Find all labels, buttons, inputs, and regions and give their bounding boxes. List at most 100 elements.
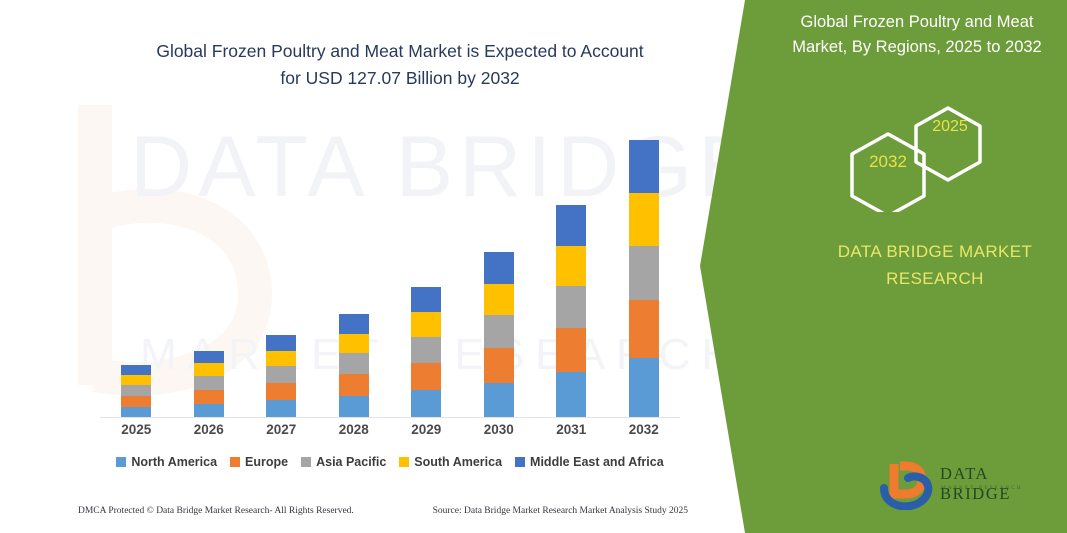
legend-label: Middle East and Africa <box>530 455 664 469</box>
bar-segment[interactable] <box>121 406 152 418</box>
chart-title-line-1: Global Frozen Poultry and Meat Market is… <box>156 41 644 61</box>
footer: DMCA Protected © Data Bridge Market Rese… <box>78 506 688 516</box>
hexagon-right-shape <box>914 106 982 182</box>
logo-tagline: MARKET RESEARCH <box>941 485 1023 491</box>
legend-item[interactable]: North America <box>116 455 217 469</box>
bar-segment[interactable] <box>338 333 369 354</box>
chart-plot-area <box>100 120 680 418</box>
x-axis-tick-2029: 2029 <box>411 422 442 437</box>
bar-segment[interactable] <box>193 403 224 418</box>
bar-column <box>100 120 172 418</box>
bar-segment[interactable] <box>411 389 442 418</box>
bar-column <box>173 120 245 418</box>
x-axis-tick-2026: 2026 <box>193 422 224 437</box>
bar-stack[interactable] <box>121 364 152 418</box>
x-axis-tick-2031: 2031 <box>556 422 587 437</box>
logo-wordmark: DATA BRIDGE <box>940 464 1012 503</box>
bar-column <box>463 120 535 418</box>
bar-segment[interactable] <box>121 364 152 376</box>
right-panel-title: Global Frozen Poultry and Meat Market, B… <box>772 10 1062 60</box>
chart-title: Global Frozen Poultry and Meat Market is… <box>90 38 710 92</box>
bar-segment[interactable] <box>266 334 297 351</box>
legend-item[interactable]: Middle East and Africa <box>515 455 664 469</box>
x-axis-tick-2027: 2027 <box>266 422 297 437</box>
x-axis-tick-2025: 2025 <box>121 422 152 437</box>
bar-stack[interactable] <box>193 350 224 418</box>
legend-swatch-icon <box>301 457 312 467</box>
bar-segment[interactable] <box>556 204 587 246</box>
bar-segment[interactable] <box>628 245 659 301</box>
hexagon-left-shape <box>850 132 926 218</box>
bar-segment[interactable] <box>266 382 297 401</box>
brand-line-1: DATA BRIDGE MARKET <box>837 242 1033 261</box>
bar-segment[interactable] <box>556 328 587 373</box>
bar-segment[interactable] <box>628 193 659 246</box>
bar-segment[interactable] <box>338 395 369 418</box>
hexagon-label-2025: 2025 <box>932 118 968 135</box>
bar-segment[interactable] <box>411 362 442 390</box>
bar-segment[interactable] <box>411 287 442 313</box>
bar-segment[interactable] <box>121 395 152 407</box>
legend-label: Asia Pacific <box>316 455 387 469</box>
bar-segment[interactable] <box>556 245 587 287</box>
data-bridge-logo: DATA BRIDGE MARKET RESEARCH <box>880 460 1060 512</box>
legend-swatch-icon <box>399 457 410 467</box>
watermark-b-logo <box>55 95 285 396</box>
x-axis-tick-2028: 2028 <box>338 422 369 437</box>
bar-segment[interactable] <box>411 336 442 363</box>
bar-stack[interactable] <box>411 287 442 418</box>
bar-segment[interactable] <box>266 366 297 383</box>
bar-segment[interactable] <box>483 284 514 316</box>
bar-column <box>608 120 680 418</box>
bar-segment[interactable] <box>628 300 659 359</box>
bar-column <box>318 120 390 418</box>
legend-label: South America <box>414 455 503 469</box>
brand-line-2: RESEARCH <box>886 269 984 288</box>
bar-segment[interactable] <box>483 348 514 383</box>
right-panel-title-line-1: Global Frozen Poultry and Meat <box>800 13 1034 31</box>
right-panel-title-line-2: Market, By Regions, 2025 to 2032 <box>792 38 1042 56</box>
footer-source: Source: Data Bridge Market Research Mark… <box>432 506 688 516</box>
bar-column <box>245 120 317 418</box>
legend-item[interactable]: South America <box>399 455 502 469</box>
bar-segment[interactable] <box>193 376 224 390</box>
legend-swatch-icon <box>230 457 241 467</box>
legend-label: Europe <box>245 455 289 469</box>
bar-segment[interactable] <box>266 400 297 418</box>
bar-segment[interactable] <box>556 372 587 418</box>
legend-item[interactable]: Europe <box>230 455 288 469</box>
bar-segment[interactable] <box>483 252 514 285</box>
bar-segment[interactable] <box>193 350 224 364</box>
bar-segment[interactable] <box>193 363 224 377</box>
bar-segment[interactable] <box>483 382 514 418</box>
bar-segment[interactable] <box>338 353 369 374</box>
legend-item[interactable]: Asia Pacific <box>301 455 386 469</box>
bar-segment[interactable] <box>556 286 587 329</box>
bar-segment[interactable] <box>338 373 369 396</box>
bar-group <box>100 120 680 418</box>
bar-column <box>535 120 607 418</box>
bar-segment[interactable] <box>121 375 152 386</box>
bar-segment[interactable] <box>338 313 369 334</box>
hexagon-label-2032: 2032 <box>869 152 907 171</box>
bar-segment[interactable] <box>193 389 224 404</box>
bar-segment[interactable] <box>121 385 152 396</box>
bar-segment[interactable] <box>266 350 297 367</box>
chart-title-line-2: for USD 127.07 Billion by 2032 <box>280 68 520 88</box>
bar-segment[interactable] <box>628 139 659 193</box>
bar-stack[interactable] <box>556 204 587 418</box>
bar-stack[interactable] <box>483 252 514 418</box>
legend-swatch-icon <box>116 457 127 467</box>
bar-segment[interactable] <box>628 358 659 418</box>
brand-name: DATA BRIDGE MARKET RESEARCH <box>805 238 1065 292</box>
hexagon-group: 2032 2025 <box>820 92 1020 218</box>
legend-label: North America <box>131 455 218 469</box>
bar-segment[interactable] <box>483 315 514 349</box>
data-bridge-logo-mark <box>880 461 933 511</box>
right-green-panel <box>700 0 1067 533</box>
bar-segment[interactable] <box>411 312 442 337</box>
bar-stack[interactable] <box>338 313 369 418</box>
bar-stack[interactable] <box>628 139 659 418</box>
bar-stack[interactable] <box>266 334 297 418</box>
